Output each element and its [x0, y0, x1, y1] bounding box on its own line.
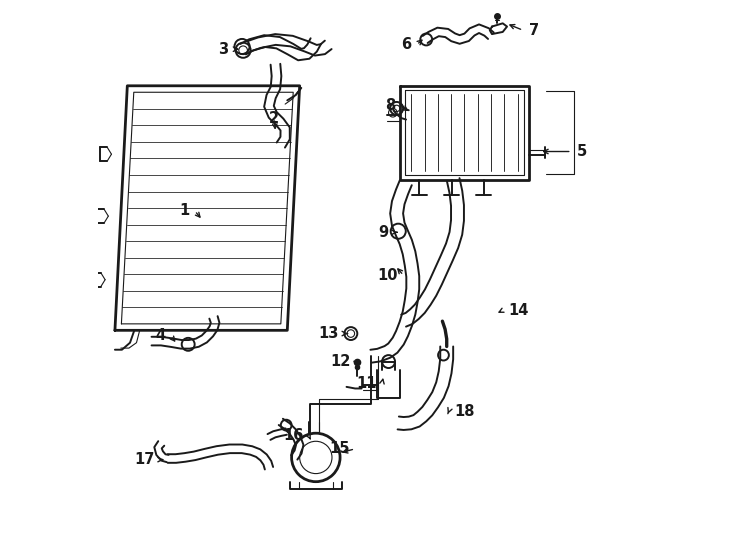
- Text: 8: 8: [385, 98, 395, 113]
- Text: 4: 4: [155, 328, 165, 343]
- Text: 13: 13: [319, 326, 339, 341]
- Text: 12: 12: [330, 354, 351, 369]
- Text: 10: 10: [378, 268, 399, 283]
- Text: 1: 1: [179, 203, 189, 218]
- Text: 5: 5: [577, 144, 587, 159]
- Text: 15: 15: [330, 441, 350, 456]
- Text: 11: 11: [356, 376, 377, 390]
- Text: 3: 3: [218, 42, 228, 57]
- Text: 16: 16: [283, 428, 303, 443]
- Text: 6: 6: [401, 37, 411, 52]
- Text: 9: 9: [379, 225, 388, 240]
- Text: 17: 17: [134, 452, 154, 467]
- Text: 2: 2: [269, 111, 280, 126]
- Text: 7: 7: [528, 23, 539, 38]
- Text: 14: 14: [508, 303, 528, 318]
- Text: 18: 18: [454, 403, 475, 418]
